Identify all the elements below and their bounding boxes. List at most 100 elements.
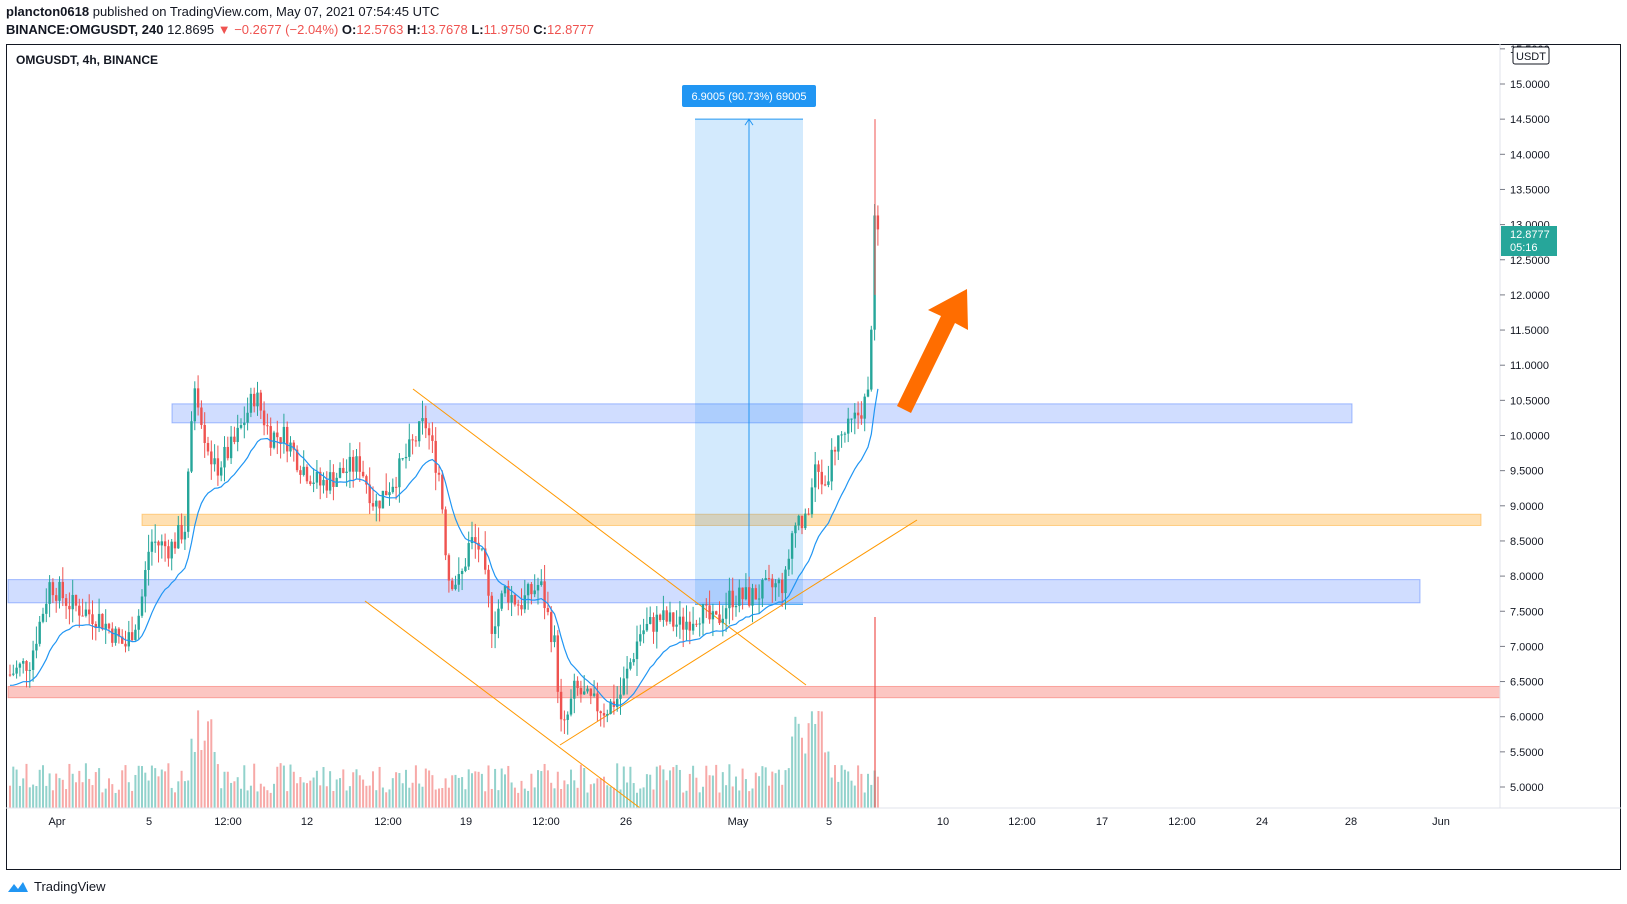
volume-bar [88, 778, 91, 808]
time-label: 12:00 [214, 816, 242, 828]
volume-bar [134, 774, 137, 808]
volume-bar [309, 780, 312, 808]
candle-body [685, 621, 688, 630]
volume-bar [853, 785, 856, 808]
candle-body [830, 449, 833, 482]
volume-bar [299, 777, 302, 808]
volume-bar [84, 763, 87, 808]
candle-body [718, 614, 721, 624]
candle-body [847, 418, 850, 434]
candle-body [500, 593, 503, 609]
candle-body [361, 471, 365, 477]
candle-body [187, 471, 190, 532]
volume-bar [22, 778, 25, 808]
candle-body [312, 482, 315, 485]
candle-body [401, 458, 404, 460]
volume-bar [474, 771, 477, 808]
volume-bar [401, 783, 404, 808]
candle-body [322, 479, 325, 486]
zone-blue-lower [7, 579, 1421, 604]
volume-layer [9, 617, 879, 808]
candle-body [695, 623, 698, 625]
candle-body [569, 698, 573, 715]
candle-body [553, 635, 556, 643]
candle-body [414, 440, 418, 442]
time-label: 5 [826, 816, 832, 828]
candle-body [368, 484, 371, 504]
candle-body [761, 579, 764, 599]
candle-body [599, 711, 602, 714]
tradingview-logo-icon [8, 881, 28, 892]
measure-arrowhead [744, 118, 754, 126]
candle-body [266, 425, 269, 427]
candles-layer [8, 119, 880, 735]
volume-bar [144, 772, 147, 808]
candle-body [843, 433, 847, 435]
volume-spike [874, 617, 876, 808]
candle-body [460, 571, 464, 575]
footer[interactable]: TradingView [6, 879, 106, 894]
candle-body [167, 546, 170, 559]
candle-body [45, 603, 48, 614]
candle-body [705, 604, 708, 606]
volume-bar [517, 792, 520, 808]
volume-bar [669, 770, 671, 808]
low-label: L: [471, 22, 484, 37]
volume-bar [108, 778, 110, 808]
volume-bar [810, 711, 813, 808]
chart-frame[interactable] [6, 44, 1621, 870]
time-label: 12:00 [1168, 816, 1196, 828]
candle-body [305, 466, 309, 482]
candle-body [58, 581, 61, 601]
candle-body [863, 396, 866, 419]
time-label: 26 [620, 816, 632, 828]
volume-bar [121, 770, 124, 808]
price-label: 7.0000 [1510, 641, 1544, 653]
candle-body [810, 487, 814, 515]
volume-bar [180, 770, 183, 808]
candle-body [97, 613, 101, 629]
candle-body [365, 476, 368, 485]
volume-bar [744, 779, 747, 808]
volume-bar [708, 775, 711, 808]
volume-bar [223, 771, 226, 808]
candle-body [342, 467, 345, 474]
volume-bar [55, 773, 58, 808]
candle-body [781, 579, 784, 594]
candle-body [332, 472, 335, 487]
candle-body [233, 436, 236, 442]
volume-bar [342, 769, 345, 808]
candle-body [682, 616, 685, 630]
volume-bar [735, 776, 737, 808]
candle-body [177, 525, 180, 549]
candle-body [513, 595, 517, 605]
candle-body [652, 617, 655, 632]
candle-body [777, 579, 781, 584]
candle-body [622, 678, 625, 695]
candle-body [381, 490, 385, 509]
candle-body [658, 614, 662, 621]
volume-bar [550, 782, 553, 808]
candle-body [418, 421, 421, 442]
volume-bar [157, 776, 160, 808]
volume-bar [365, 785, 368, 808]
price-label: 15.0000 [1510, 79, 1550, 91]
volume-bar [860, 773, 863, 808]
volume-bar [45, 785, 48, 808]
publisher-name[interactable]: plancton0618 [6, 4, 90, 19]
volume-bar [804, 753, 807, 808]
volume-bar [801, 737, 803, 808]
candle-body [649, 617, 652, 624]
volume-bar [246, 790, 249, 808]
volume-bar [292, 771, 295, 808]
volume-bar [820, 711, 823, 808]
volume-bar [777, 769, 780, 808]
volume-bar [405, 769, 407, 808]
candle-body [358, 456, 361, 472]
volume-bar [537, 770, 539, 808]
candle-body [276, 432, 279, 438]
last-price-tag [1501, 226, 1557, 256]
volume-bar [441, 788, 444, 808]
candle-body [619, 694, 622, 699]
